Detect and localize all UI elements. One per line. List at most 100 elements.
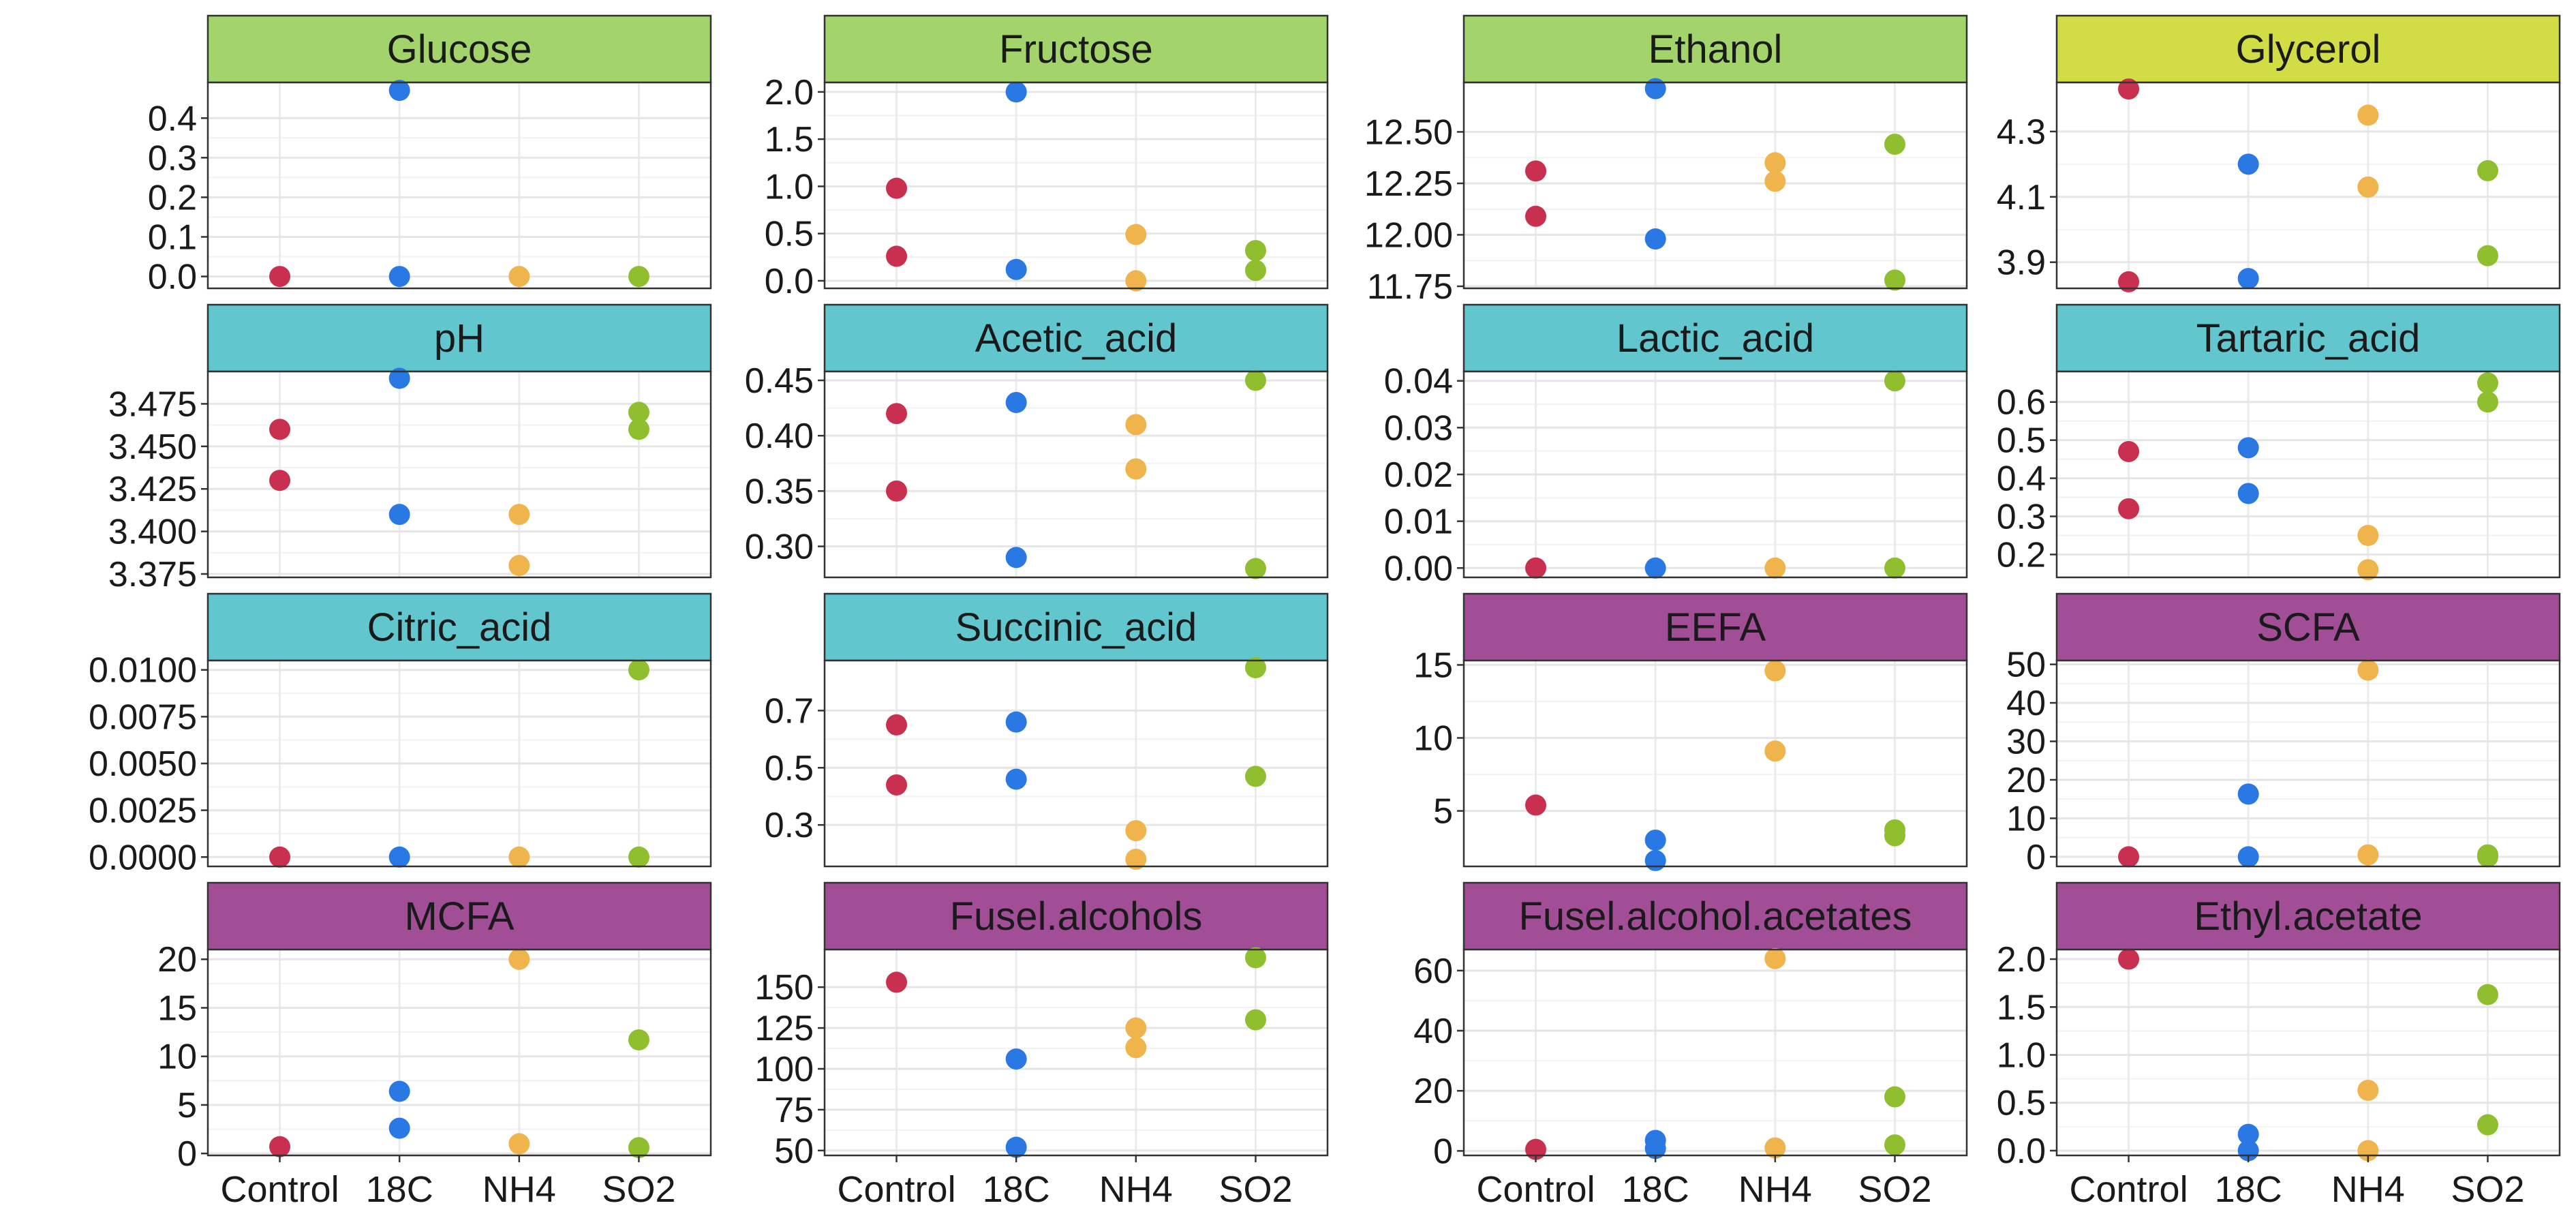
- y-tick-label-scfa: 0: [2026, 838, 2046, 877]
- point-scfa-control-0: [2118, 846, 2140, 868]
- y-tick-label-ph: 3.375: [108, 555, 197, 594]
- y-tick-label-ethanol: 12.00: [1364, 215, 1453, 255]
- y-tick-label-citric-acid: 0.0025: [89, 791, 197, 831]
- point-mcfa-so2-6: [628, 1137, 649, 1159]
- point-ph-control-1: [269, 470, 291, 491]
- panel-border-lactic-acid: [1462, 370, 1968, 579]
- point-ethyl-acetate-nh4-3: [2357, 1079, 2379, 1101]
- strip-scfa: [2055, 592, 2561, 662]
- point-succinic-acid-so2-6: [1244, 656, 1266, 678]
- point-glucose-control-0: [269, 266, 291, 288]
- point-tartaric-acid-control-0: [2118, 440, 2140, 462]
- x-tick-label-nh4: NH4: [482, 1169, 556, 1210]
- y-tick-label-lactic-acid: 0.01: [1384, 502, 1453, 542]
- point-ph-so2-6: [628, 402, 649, 423]
- panel-mcfa: MCFA 0 5 10 15 20: [157, 881, 712, 1174]
- panel-succinic-acid: Succinic_acid 0.3 0.5 0.7: [765, 592, 1329, 870]
- point-ethanol-control-1: [1525, 205, 1547, 227]
- point-succinic-acid-control-0: [886, 714, 908, 736]
- point-glucose-18c-2: [388, 266, 410, 288]
- y-tick-label-fusel-alcohols: 75: [774, 1091, 814, 1130]
- point-fusel-alcohols-so2-6: [1244, 1009, 1266, 1031]
- point-lactic-acid-so2-4: [1884, 557, 1905, 579]
- point-lactic-acid-18c-1: [1644, 557, 1666, 579]
- point-glycerol-18c-2: [2237, 153, 2259, 175]
- point-glucose-18c-1: [388, 80, 410, 102]
- strip-title-fructose: Fructose: [999, 27, 1153, 72]
- plot-area-ph: [208, 372, 711, 577]
- strip-title-fusel-alcohol-acetates: Fusel.alcohol.acetates: [1518, 894, 1912, 939]
- point-scfa-18c-2: [2237, 846, 2259, 868]
- strip-eefa: [1462, 592, 1968, 662]
- point-mcfa-18c-1: [388, 1080, 410, 1102]
- point-ph-18c-3: [388, 504, 410, 526]
- point-scfa-so2-6: [2477, 846, 2498, 868]
- point-citric-acid-so2-4: [628, 846, 649, 868]
- strip-title-fusel-alcohols: Fusel.alcohols: [950, 894, 1203, 939]
- strip-tartaric-acid: [2055, 303, 2561, 373]
- point-succinic-acid-so2-7: [1244, 766, 1266, 787]
- y-tick-label-eefa: 10: [1413, 719, 1453, 759]
- y-tick-label-citric-acid: 0.0050: [89, 744, 197, 784]
- x-axis-labels: Control 18C NH4 SO2 Control 18C NH4 SO2 Control 1…: [220, 1169, 2524, 1210]
- x-tick-label-nh4: NH4: [1099, 1169, 1173, 1210]
- point-lactic-acid-nh4-2: [1764, 557, 1786, 579]
- point-eefa-18c-1: [1644, 829, 1666, 851]
- y-tick-label-glucose: 0.0: [148, 258, 197, 297]
- y-tick-label-lactic-acid: 0.02: [1384, 455, 1453, 495]
- panel-border-tartaric-acid: [2055, 370, 2561, 579]
- panel-border-mcfa: [206, 948, 712, 1157]
- y-tick-label-acetic-acid: 0.40: [745, 416, 814, 456]
- strip-title-ethanol: Ethanol: [1649, 27, 1783, 72]
- strip-title-ethyl-acetate: Ethyl.acetate: [2194, 894, 2422, 939]
- y-tick-label-scfa: 50: [2006, 646, 2046, 685]
- point-glycerol-control-1: [2118, 271, 2140, 292]
- point-ethyl-acetate-control-0: [2118, 948, 2140, 970]
- point-ethanol-nh4-4: [1764, 152, 1786, 174]
- plot-area-glucose: [208, 82, 711, 288]
- point-eefa-so2-6: [1884, 825, 1905, 847]
- y-tick-label-ethanol: 11.75: [1367, 267, 1453, 307]
- point-mcfa-nh4-4: [508, 1133, 530, 1155]
- point-fusel-alcohol-acetates-so2-6: [1884, 1134, 1905, 1156]
- y-tick-label-fructose: 0.5: [765, 215, 814, 254]
- point-fusel-alcohol-acetates-nh4-4: [1764, 1137, 1786, 1159]
- point-mcfa-nh4-3: [508, 948, 530, 970]
- point-tartaric-acid-18c-2: [2237, 437, 2259, 459]
- panel-glycerol: Glycerol 3.9 4.1 4.3: [1997, 14, 2561, 292]
- y-tick-label-acetic-acid: 0.45: [745, 361, 814, 401]
- point-tartaric-acid-so2-7: [2477, 391, 2498, 413]
- plot-area-succinic-acid: [825, 661, 1328, 866]
- strip-ethanol: [1462, 14, 1968, 84]
- point-eefa-18c-2: [1644, 849, 1666, 871]
- strip-fructose: [823, 14, 1329, 84]
- strip-citric-acid: [206, 592, 712, 662]
- y-tick-label-fructose: 2.0: [765, 73, 814, 112]
- panel-border-succinic-acid: [823, 659, 1329, 868]
- strip-title-glycerol: Glycerol: [2236, 27, 2381, 72]
- plot-area-fusel-alcohol-acetates: [1464, 950, 1967, 1155]
- y-tick-label-acetic-acid: 0.30: [745, 528, 814, 567]
- y-tick-label-ph: 3.400: [108, 513, 197, 552]
- y-tick-label-succinic-acid: 0.7: [765, 691, 814, 731]
- point-acetic-acid-so2-6: [1244, 369, 1266, 391]
- point-ethanol-nh4-5: [1764, 170, 1786, 192]
- y-tick-label-lactic-acid: 0.00: [1384, 549, 1453, 588]
- x-tick-label-control: Control: [220, 1169, 339, 1210]
- y-tick-label-eefa: 5: [1433, 792, 1453, 832]
- point-citric-acid-so2-3: [628, 659, 649, 681]
- strip-lactic-acid: [1462, 303, 1968, 373]
- y-tick-label-ph: 3.450: [108, 427, 197, 467]
- strip-ethyl-acetate: [2055, 881, 2561, 951]
- strip-title-mcfa: MCFA: [404, 894, 514, 939]
- plot-area-glycerol: [2057, 82, 2560, 288]
- point-glycerol-nh4-5: [2357, 176, 2379, 198]
- plot-area-tartaric-acid: [2057, 372, 2560, 577]
- y-tick-label-fructose: 1.5: [765, 120, 814, 160]
- strip-title-scfa: SCFA: [2256, 605, 2360, 650]
- y-tick-label-glycerol: 4.3: [1997, 112, 2046, 152]
- x-tick-label-so2: SO2: [602, 1169, 675, 1210]
- y-tick-label-tartaric-acid: 0.2: [1997, 535, 2046, 575]
- y-tick-label-fusel-alcohol-acetates: 20: [1413, 1072, 1453, 1111]
- strip-acetic-acid: [823, 303, 1329, 373]
